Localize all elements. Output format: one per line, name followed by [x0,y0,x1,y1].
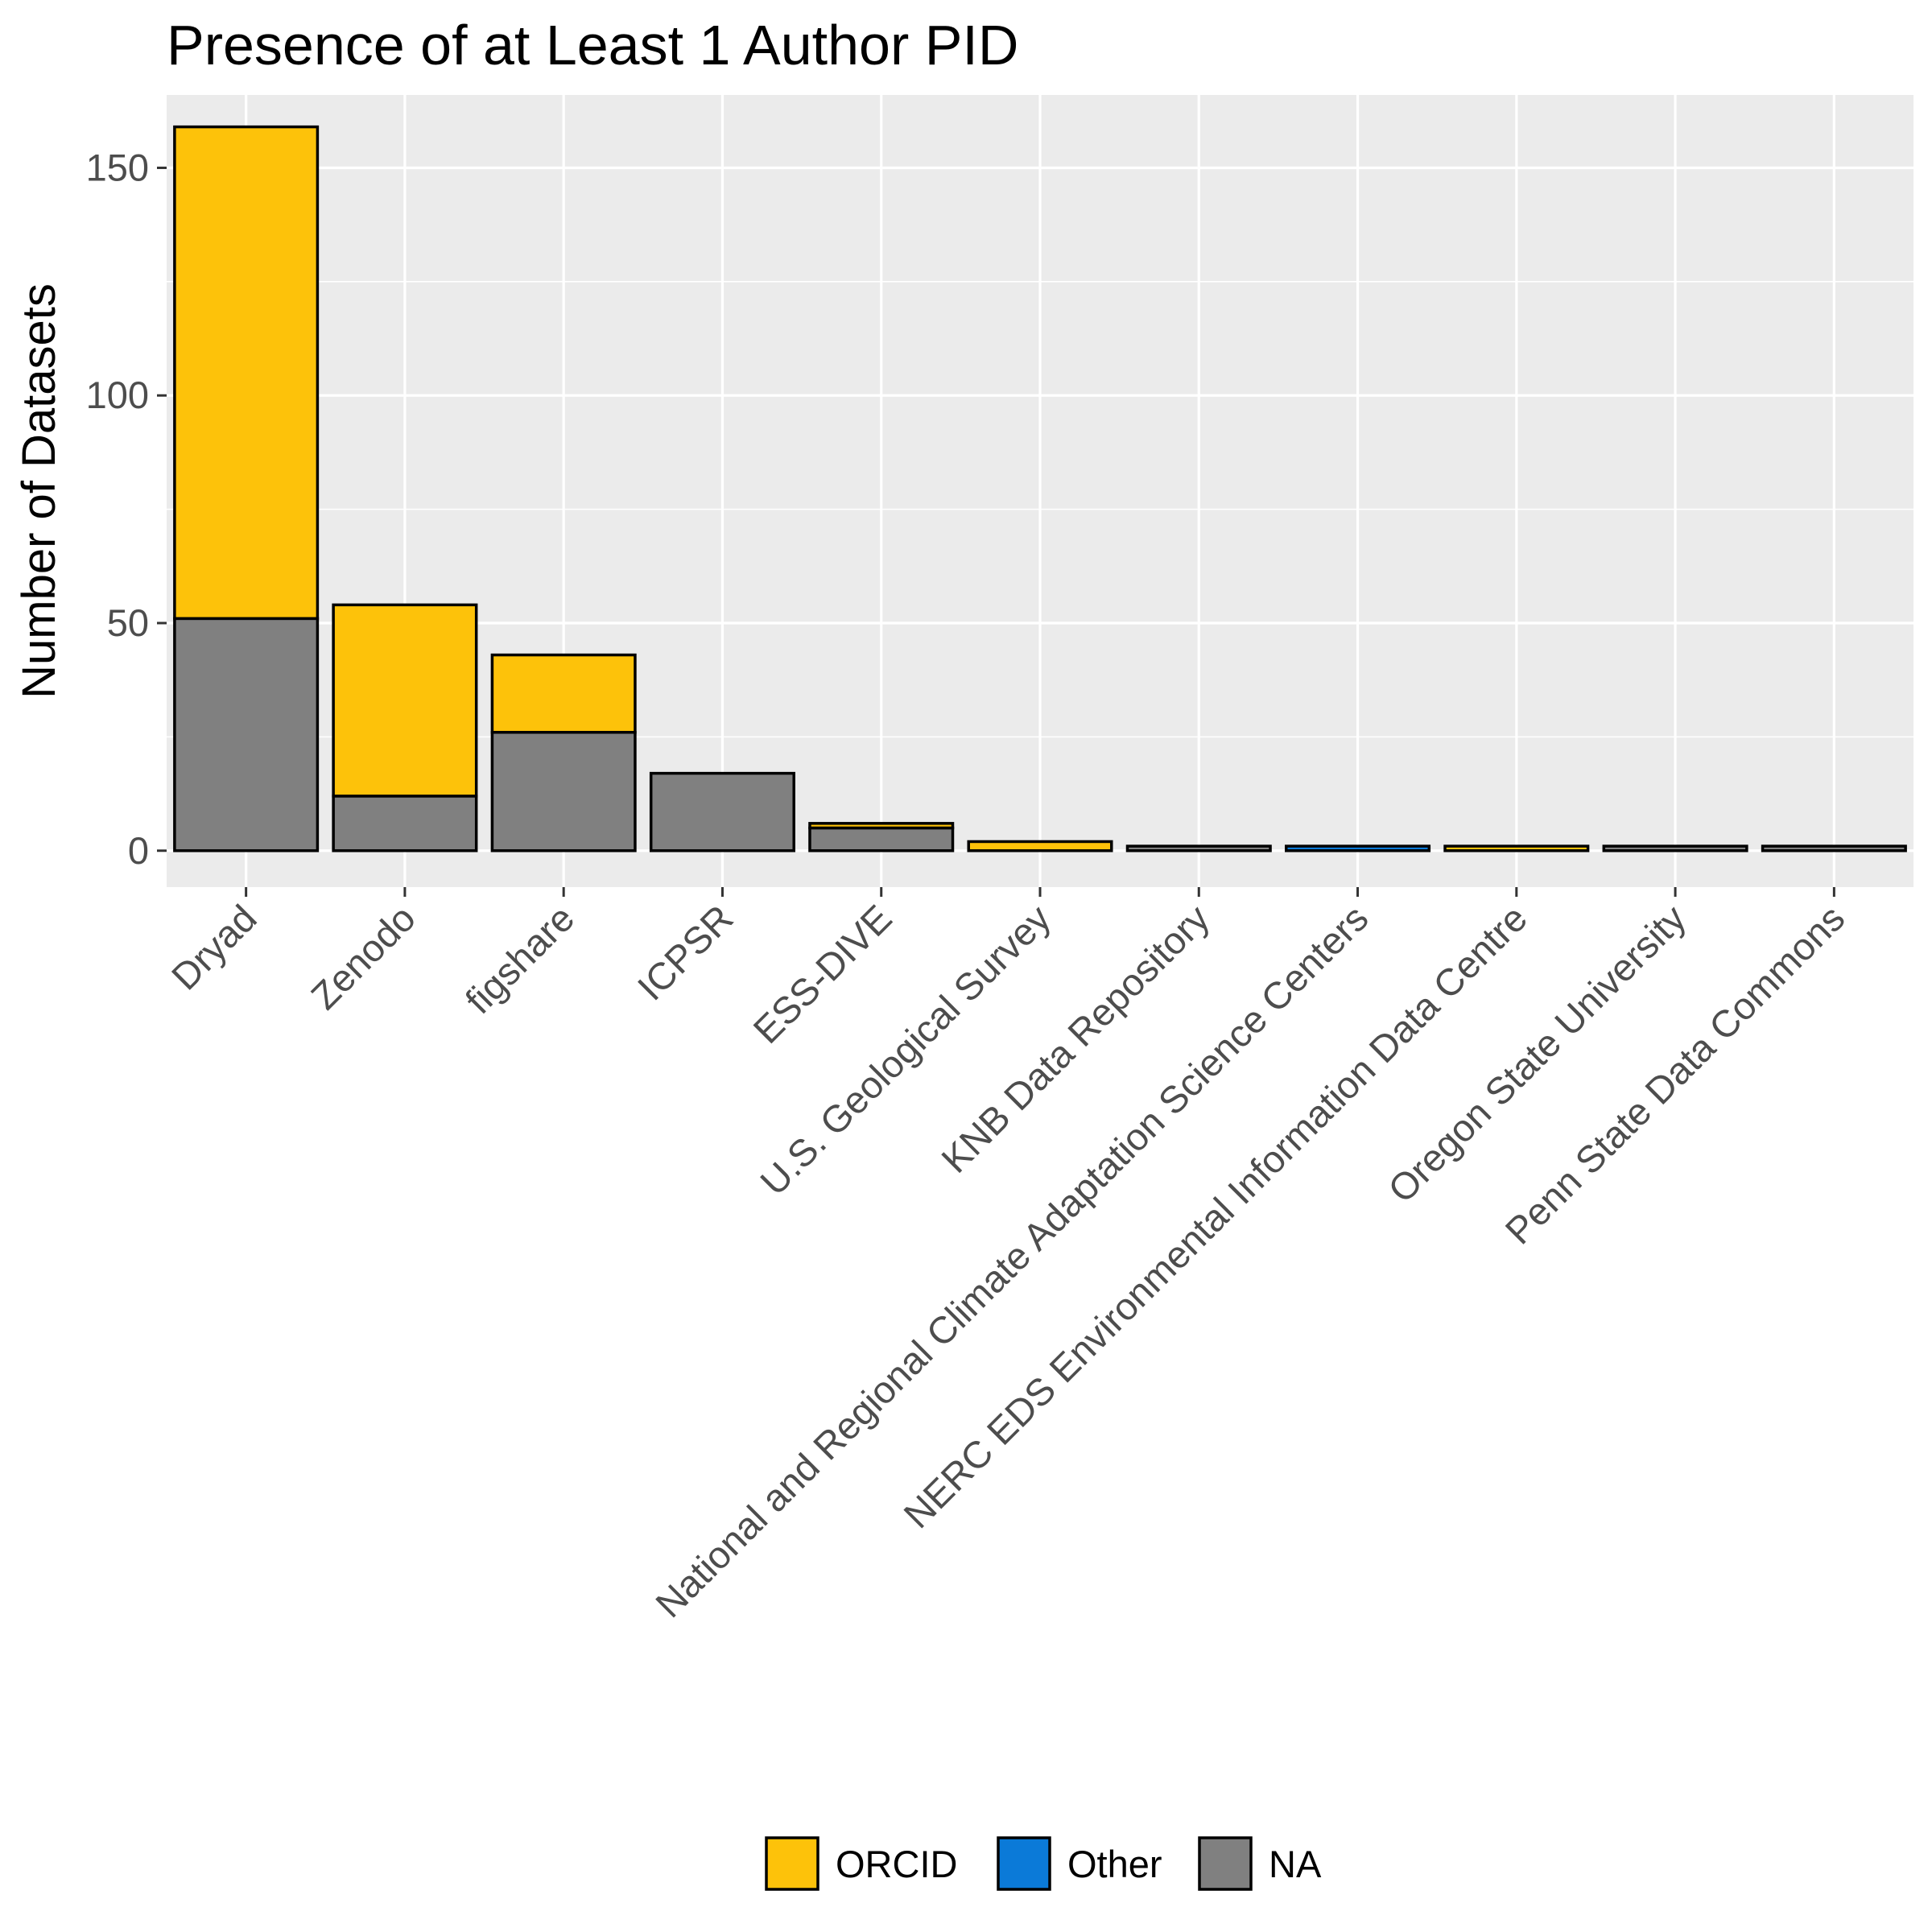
bars [173,125,1907,852]
y-tick-label: 150 [86,146,149,188]
bar-segment-na [649,771,795,852]
x-tick-label: ICPSR [629,897,741,1009]
bar-segment-na [490,730,637,852]
bar-segment-na [1761,844,1907,852]
x-tick-label: National and Regional Climate Adaptation… [647,897,1377,1626]
x-tick-label: Zenodo [303,897,423,1018]
bar-segment-na [332,795,478,852]
bar-segment-na [808,826,955,852]
x-tick-label: KNB Data Repository [933,896,1218,1181]
legend-label-orcid: ORCID [836,1843,957,1885]
x-tick-label: Penn State Data Commons [1496,897,1852,1253]
x-tick-label: Oregon State University [1380,896,1695,1211]
bar-segment-na [1602,844,1748,852]
legend: ORCID Other NA [765,1836,1322,1891]
y-tick-label: 50 [107,601,149,644]
bar-segment-orcid [332,603,478,798]
bar-segment-orcid [808,822,955,830]
y-axis-title: Number of Datasets [13,283,65,699]
bar-segment-na [173,617,320,852]
bar-segment-orcid [1443,844,1590,852]
x-tick-label: U.S. Geological Survey [752,896,1059,1203]
x-tick-label: Dryad [163,897,265,998]
bar-segment-orcid [490,653,637,734]
bar-segment-orcid [173,125,320,621]
chart-title: Presence of at Least 1 Author PID [167,14,1018,76]
bar-segment-orcid [967,840,1113,852]
legend-key-na [1198,1836,1253,1891]
legend-label-other: Other [1067,1843,1162,1885]
bar-segment-na [1125,844,1272,852]
bar-segment-other [1285,844,1431,852]
legend-key-other [997,1836,1051,1891]
y-tick-label: 0 [128,829,149,872]
x-tick-label: ESS-DIVE [745,897,900,1052]
x-tick-label: figshare [457,897,583,1022]
legend-key-orcid [765,1836,819,1891]
y-tick-label: 100 [86,374,149,416]
legend-label-na: NA [1269,1843,1322,1885]
